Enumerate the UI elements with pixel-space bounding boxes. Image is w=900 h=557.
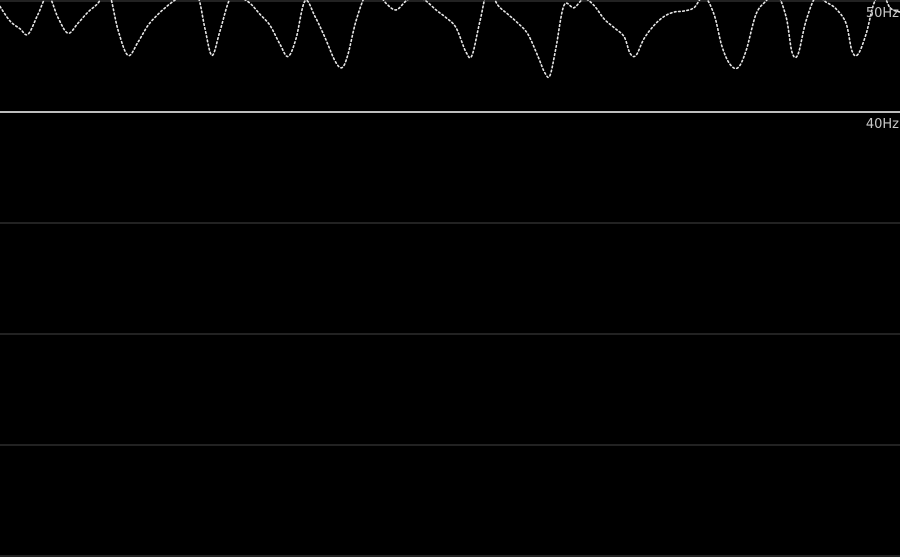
tick-labels: 50Hz 40Hz — [866, 6, 899, 132]
tick-label-50: 50Hz — [866, 6, 899, 21]
tick-label-40: 40Hz — [866, 117, 899, 132]
trace-layer — [0, 0, 900, 79]
frequency-trace-0 — [0, 0, 900, 79]
